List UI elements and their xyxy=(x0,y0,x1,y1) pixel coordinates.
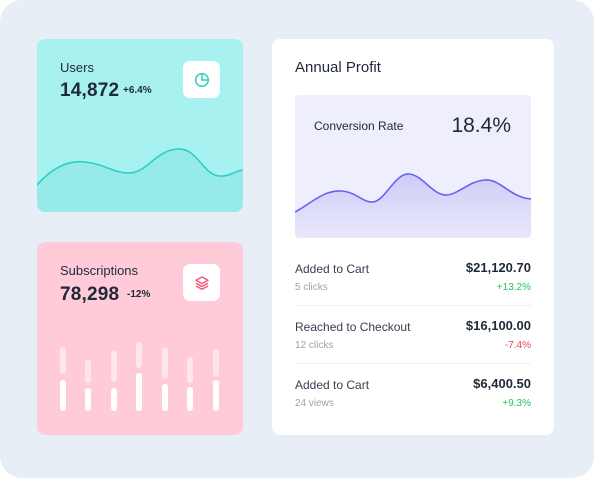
users-delta: +6.4% xyxy=(123,85,152,96)
subscriptions-delta: -12% xyxy=(127,289,151,300)
conversion-trend-line xyxy=(295,173,531,238)
users-title: Users xyxy=(60,60,94,75)
bar-bottom-6 xyxy=(187,387,193,411)
users-trend-line xyxy=(37,148,243,212)
subscriptions-card[interactable]: Subscriptions 78,298 -12% xyxy=(37,242,243,435)
bar-bottom-1 xyxy=(60,380,66,411)
profit-row-3[interactable]: Added to Cart 24 views $6,400.50 +9.3% xyxy=(295,376,531,436)
layers-icon xyxy=(194,275,209,290)
users-icon-button[interactable] xyxy=(183,61,220,98)
profit-row-label: Reached to Checkout xyxy=(295,320,411,334)
users-card[interactable]: Users 14,872 +6.4% xyxy=(37,39,243,212)
bar-bottom-7 xyxy=(213,380,219,411)
conversion-rate-value: 18.4% xyxy=(451,114,511,137)
profit-row-change: +13.2% xyxy=(496,282,531,293)
subscriptions-title: Subscriptions xyxy=(60,263,139,278)
profit-row-sub: 12 clicks xyxy=(295,340,334,351)
bar-top-4 xyxy=(136,342,142,368)
profit-row-amount: $6,400.50 xyxy=(473,376,531,391)
row-divider xyxy=(295,363,531,364)
profit-row-amount: $21,120.70 xyxy=(465,260,531,275)
bar-bottom-3 xyxy=(111,388,117,411)
subscriptions-bars xyxy=(60,342,219,411)
pie-chart-icon xyxy=(194,72,209,87)
annual-profit-card: Annual Profit Conversion Rate 18.4% Adde… xyxy=(272,39,554,435)
bar-bottom-2 xyxy=(85,388,91,411)
bar-top-1 xyxy=(60,347,66,374)
profit-row-amount: $16,100.00 xyxy=(465,318,531,333)
profit-row-change: +9.3% xyxy=(502,398,531,409)
profit-row-sub: 5 clicks xyxy=(295,282,328,293)
annual-profit-title: Annual Profit xyxy=(295,59,381,76)
profit-row-2[interactable]: Reached to Checkout 12 clicks $16,100.00… xyxy=(295,318,531,378)
bar-bottom-5 xyxy=(162,384,168,411)
profit-row-label: Added to Cart xyxy=(295,378,370,392)
row-divider xyxy=(295,305,531,306)
profit-row-label: Added to Cart xyxy=(295,262,370,276)
bar-bottom-4 xyxy=(136,373,142,411)
subscriptions-value: 78,298 xyxy=(60,284,120,305)
profit-row-sub: 24 views xyxy=(295,398,334,409)
bar-top-6 xyxy=(187,357,193,383)
subscriptions-icon-button[interactable] xyxy=(183,264,220,301)
conversion-rate-label: Conversion Rate xyxy=(314,119,404,133)
profit-row-change: -7.4% xyxy=(504,340,531,351)
conversion-rate-panel[interactable]: Conversion Rate 18.4% xyxy=(295,95,531,238)
bar-top-7 xyxy=(213,349,219,376)
users-value: 14,872 xyxy=(60,80,120,101)
bar-top-5 xyxy=(162,347,168,379)
bar-top-2 xyxy=(85,359,91,383)
bar-top-3 xyxy=(111,351,117,382)
profit-row-1[interactable]: Added to Cart 5 clicks $21,120.70 +13.2% xyxy=(295,260,531,320)
